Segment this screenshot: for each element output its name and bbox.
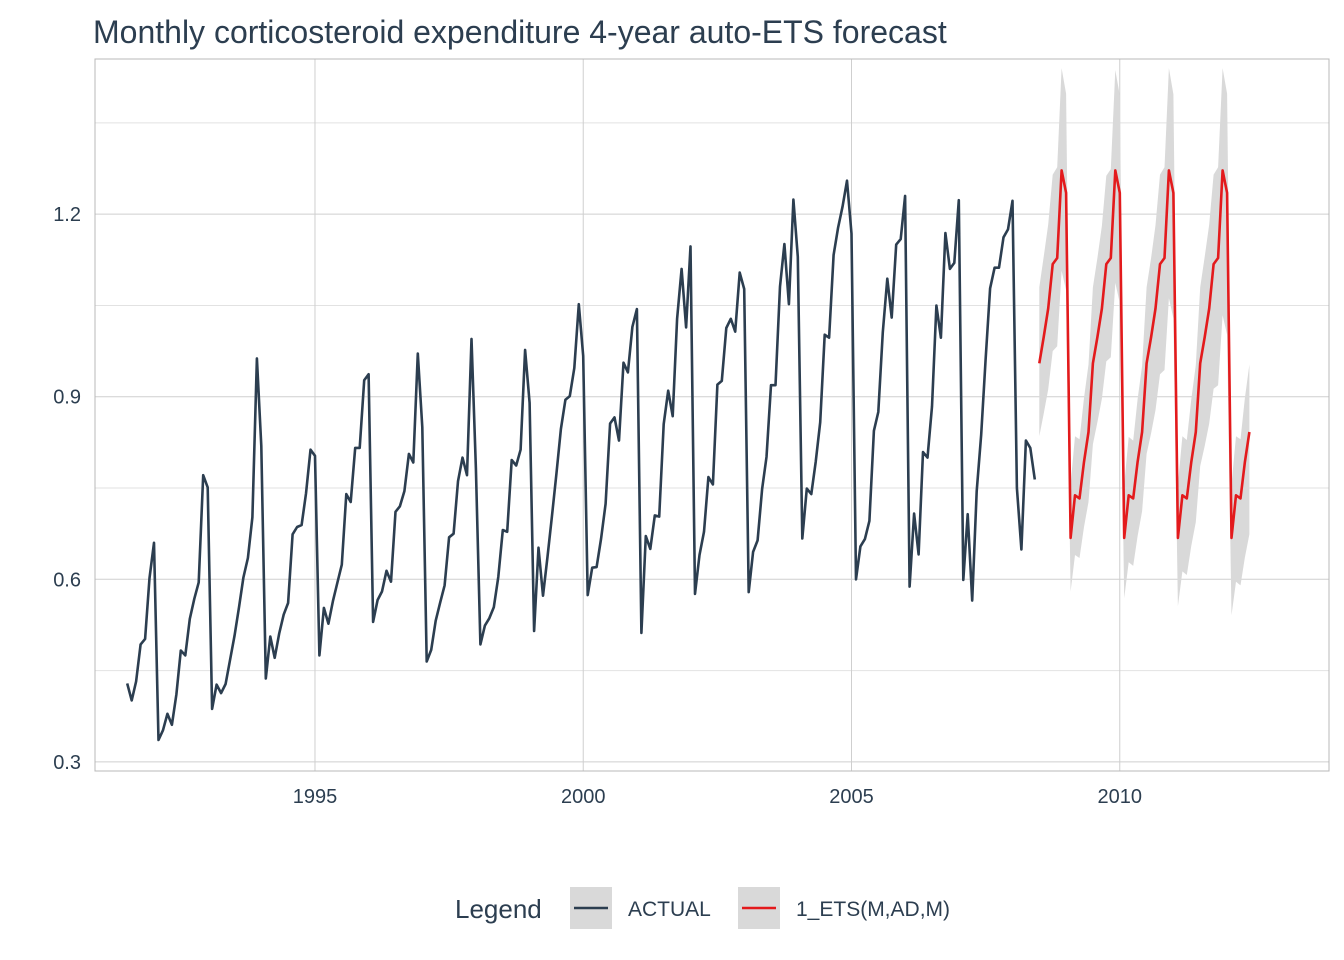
x-tick-label: 2010 (1098, 786, 1143, 808)
y-tick-label: 1.2 (53, 204, 81, 226)
y-tick-label: 0.3 (53, 752, 81, 774)
legend-title: Legend (455, 894, 542, 924)
forecast-interval-band (1039, 68, 1250, 616)
y-tick-label: 0.6 (53, 569, 81, 591)
x-tick-label: 2005 (829, 786, 874, 808)
legend-label: 1_ETS(M,AD,M) (796, 898, 950, 921)
chart-title: Monthly corticosteroid expenditure 4-yea… (93, 14, 947, 50)
x-tick-label: 1995 (293, 786, 338, 808)
plot-border (94, 58, 1330, 772)
legend: Legend ACTUAL 1_ETS(M,AD,M) (455, 887, 950, 929)
legend-items: ACTUAL 1_ETS(M,AD,M) (570, 887, 950, 929)
x-tick-label: 2000 (561, 786, 606, 808)
y-tick-label: 0.9 (53, 387, 81, 409)
plot-area: 0.3 0.6 0.9 1.2 1995 2000 2005 2010 (53, 58, 1330, 808)
actual-series-line (125, 179, 1037, 742)
forecast-series-line (1038, 169, 1251, 540)
legend-label: ACTUAL (628, 898, 711, 921)
